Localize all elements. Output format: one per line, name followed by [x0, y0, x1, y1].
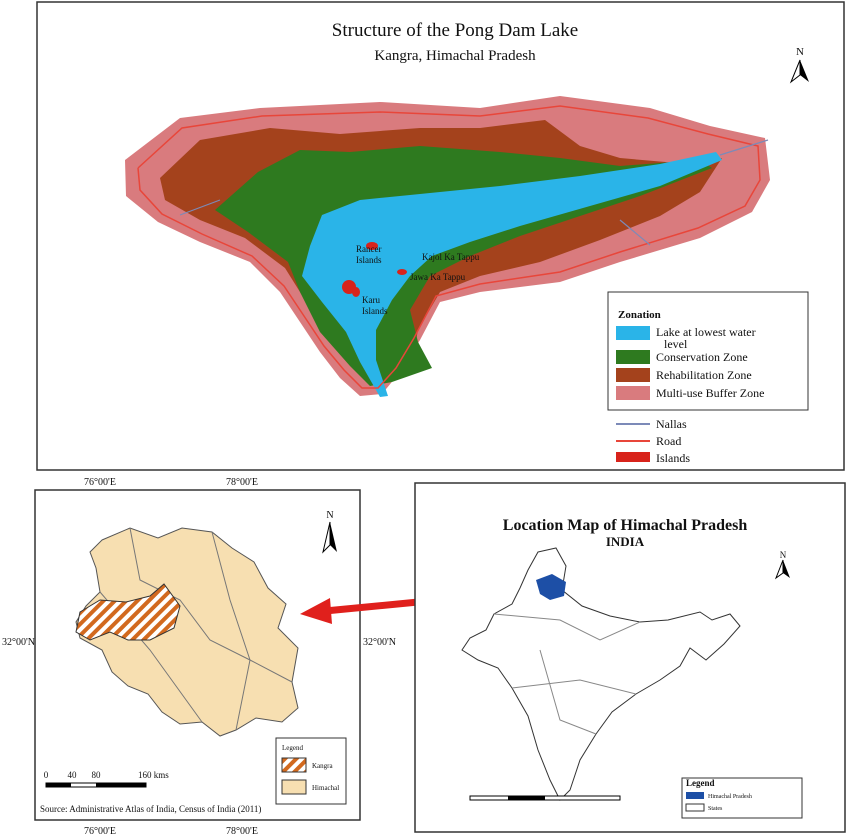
legend-label: Islands [656, 451, 690, 465]
longitude-label: 78°00'E [226, 477, 258, 488]
scale-bar [508, 796, 545, 800]
legend-label: Road [656, 434, 681, 448]
longitude-label: 76°00'E [84, 477, 116, 488]
north-arrow [330, 522, 337, 552]
legend-swatch [281, 779, 307, 795]
place-label: Karu [362, 295, 380, 305]
india-map: Location Map of Himachal Pradesh INDIA N… [414, 482, 846, 833]
legend-label: Nallas [656, 417, 687, 431]
legend-label: Himachal Pradesh [708, 794, 752, 800]
source-note: Source: Administrative Atlas of India, C… [40, 804, 261, 814]
legend-label: Conservation Zone [656, 350, 748, 364]
legend-label: level [664, 337, 688, 351]
link-arrow-head [300, 598, 332, 624]
scale-label: 80 [92, 770, 102, 780]
legend-label: Multi-use Buffer Zone [656, 386, 764, 400]
longitude-label: 78°00'E [226, 826, 258, 837]
lake [302, 152, 722, 397]
longitude-label: 76°00'E [84, 826, 116, 837]
island [352, 287, 360, 297]
north-label: N [326, 510, 333, 521]
legend-swatch [616, 326, 650, 340]
road [137, 105, 761, 389]
map-title: Location Map of Himachal Pradesh [503, 517, 748, 534]
map-subtitle: INDIA [606, 534, 645, 549]
kangra [75, 583, 181, 641]
district-boundary [129, 527, 293, 683]
scale-bar [96, 783, 146, 787]
state-boundary [511, 679, 637, 695]
scale-bar [46, 783, 71, 787]
island [366, 242, 378, 250]
place-label: Jawa Ka Tappu [410, 272, 466, 282]
legend-swatch [616, 368, 650, 382]
legend-label: Himachal [312, 784, 339, 792]
legend-swatch [616, 452, 650, 462]
legend-label: States [708, 806, 723, 812]
legend-label: Lake at lowest water [656, 325, 756, 339]
latitude-label: 32°00'N [2, 637, 35, 648]
himachal-highlight [536, 574, 566, 600]
district-boundary [211, 531, 251, 731]
north-label: N [796, 46, 804, 58]
himachal-map: 76°00'E 78°00'E 76°00'E 78°00'E 32°00'N … [2, 477, 396, 837]
legend-swatch [685, 803, 705, 812]
state-boundary [539, 649, 597, 735]
legend-title: Zonation [618, 309, 661, 321]
place-label: Islands [362, 306, 388, 316]
legend-title: Legend [282, 744, 303, 752]
legend-swatch [281, 757, 307, 773]
map-subtitle: Kangra, Himachal Pradesh [374, 48, 536, 64]
legend: Zonation Lake at lowest water level Cons… [607, 291, 809, 465]
place-label: Islands [356, 255, 382, 265]
latitude-label: 32°00'N [363, 637, 396, 648]
nalla [179, 199, 221, 216]
legend-swatch [616, 386, 650, 400]
legend-swatch [686, 792, 704, 799]
scale-label: 0 [44, 770, 49, 780]
legend-label: Rehabilitation Zone [656, 368, 752, 382]
legend-title: Legend [686, 778, 715, 788]
nalla [719, 139, 769, 156]
scale-label: 160 kms [138, 770, 169, 780]
legend-swatch [616, 350, 650, 364]
legend-label: Kangra [312, 762, 333, 770]
north-arrow [783, 560, 790, 578]
scale-label: 40 [68, 770, 78, 780]
north-label: N [780, 550, 787, 560]
island [397, 269, 407, 275]
map-title: Structure of the Pong Dam Lake [332, 20, 578, 41]
state-boundary [493, 613, 641, 641]
place-label: Rancer [356, 244, 381, 254]
place-label: Kajol Ka Tappu [422, 252, 480, 262]
north-arrow [800, 60, 809, 82]
pong-dam-map: Structure of the Pong Dam Lake Kangra, H… [36, 1, 845, 471]
nalla [619, 219, 651, 246]
